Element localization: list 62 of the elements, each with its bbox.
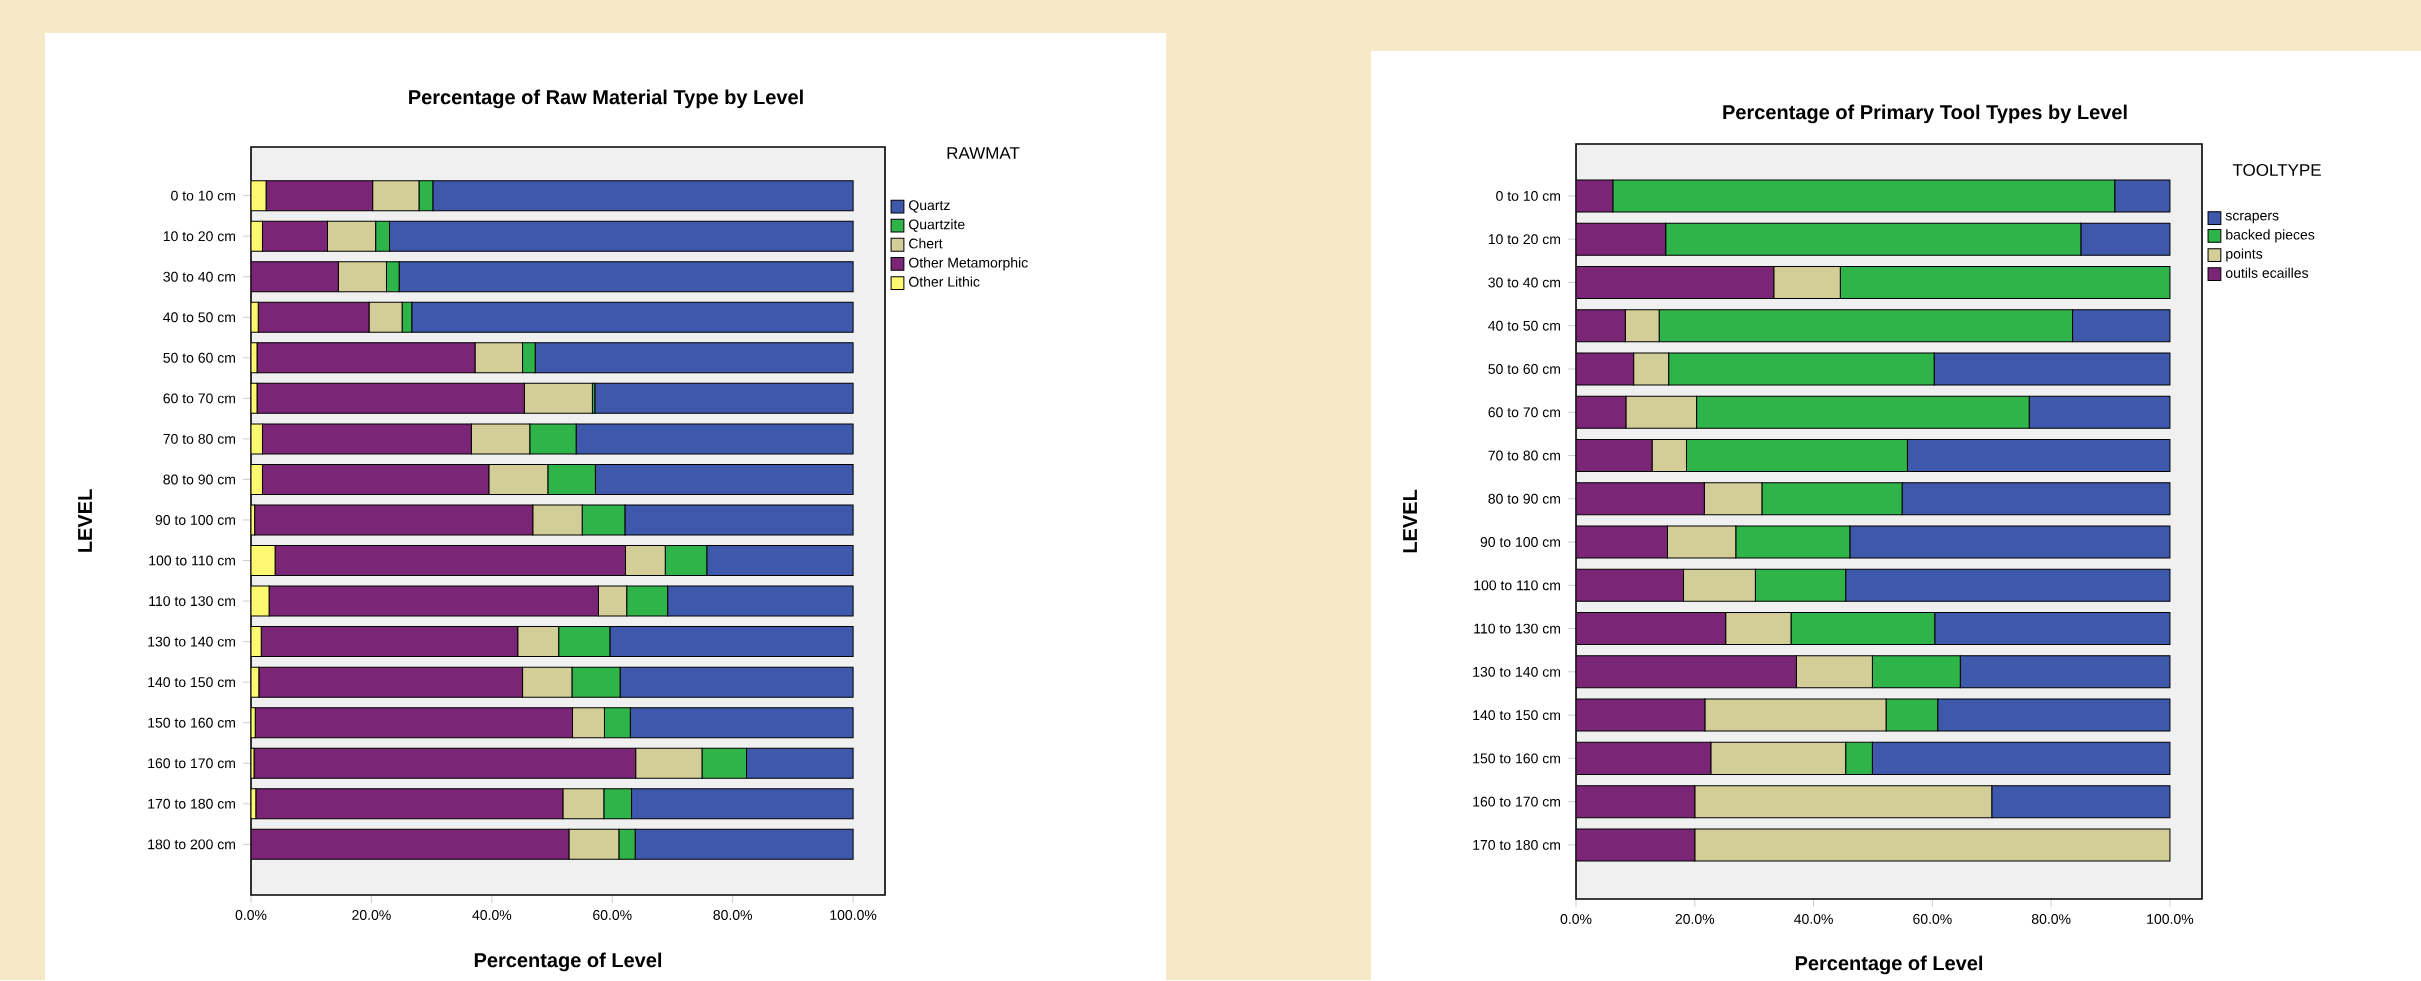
y-tick-label: 140 to 150 cm [1473,710,1560,721]
y-axis-title: LEVEL [1403,489,1417,553]
legend-label: Other Metamorphic [909,257,1028,271]
y-tick-label: 30 to 40 cm [1488,277,1560,288]
legend-label: Quartzite [909,219,965,232]
y-tick-label: 100 to 110 cm [1474,580,1560,591]
legend-label: Quartz [909,200,950,213]
y-tick-label: 80 to 90 cm [163,474,235,485]
x-tick-label: 60.0% [593,910,632,920]
y-tick-label: 70 to 80 cm [163,433,235,444]
x-tick-label: 0.0% [235,910,267,920]
legend-title: RAWMAT [947,147,1020,159]
y-tick-label: 150 to 160 cm [1473,753,1560,764]
y-tick-label: 170 to 180 cm [1473,839,1560,850]
y-tick-label: 110 to 130 cm [149,596,235,607]
y-tick-label: 80 to 90 cm [1488,493,1560,504]
legend-label: backed pieces [2226,229,2315,243]
y-tick-label: 150 to 160 cm [148,717,235,728]
y-axis-title: LEVEL [78,489,92,552]
x-tick-label: 100.0% [830,910,877,920]
x-tick-label: 40.0% [1794,914,1833,924]
x-axis-title: Percentage of Level [474,952,662,972]
y-tick-label: 40 to 50 cm [1488,320,1560,331]
y-tick-label: 40 to 50 cm [163,312,235,323]
y-tick-label: 60 to 70 cm [163,393,235,404]
y-tick-label: 160 to 170 cm [1473,796,1560,807]
legend-label: scrapers [2225,212,2279,224]
y-tick-label: 60 to 70 cm [1488,407,1560,418]
y-tick-label: 180 to 200 cm [148,839,235,850]
y-tick-label: 170 to 180 cm [148,798,235,809]
legend-label: Other Lithic [909,276,980,287]
y-tick-label: 130 to 140 cm [148,636,235,647]
y-tick-label: 30 to 40 cm [163,271,235,282]
y-tick-label: 90 to 100 cm [1480,537,1560,547]
y-tick-label: 0 to 10 cm [171,190,235,201]
x-tick-label: 60.0% [1913,914,1952,924]
legend-label: Chert [909,238,943,249]
y-tick-label: 70 to 80 cm [1488,450,1560,461]
legend-title: TOOLTYPE [2232,163,2321,176]
x-tick-label: 0.0% [1560,914,1592,924]
legend-label: outils ecailles [2225,267,2309,278]
x-tick-label: 80.0% [713,910,753,920]
y-tick-label: 0 to 10 cm [1496,190,1560,201]
x-tick-label: 80.0% [2031,914,2071,924]
x-tick-label: 100.0% [2147,914,2194,924]
x-tick-label: 20.0% [1675,914,1715,924]
y-tick-label: 140 to 150 cm [148,677,235,688]
legend-label: points [2226,248,2263,262]
y-tick-label: 10 to 20 cm [1488,234,1560,245]
y-tick-label: 110 to 130 cm [1474,623,1560,634]
x-axis-title: Percentage of Level [1795,955,1983,975]
y-tick-label: 10 to 20 cm [163,231,235,242]
chart-title: Percentage of Raw Material Type by Level [409,89,803,109]
x-tick-label: 20.0% [352,910,391,920]
y-tick-label: 90 to 100 cm [155,515,235,525]
x-tick-label: 40.0% [472,910,512,920]
chart-title: Percentage of Primary Tool Types by Level [1723,104,2127,124]
y-tick-label: 160 to 170 cm [148,758,235,769]
y-tick-label: 50 to 60 cm [163,352,235,363]
y-tick-label: 100 to 110 cm [149,555,235,566]
y-tick-label: 130 to 140 cm [1473,666,1560,677]
y-tick-label: 50 to 60 cm [1488,364,1560,374]
